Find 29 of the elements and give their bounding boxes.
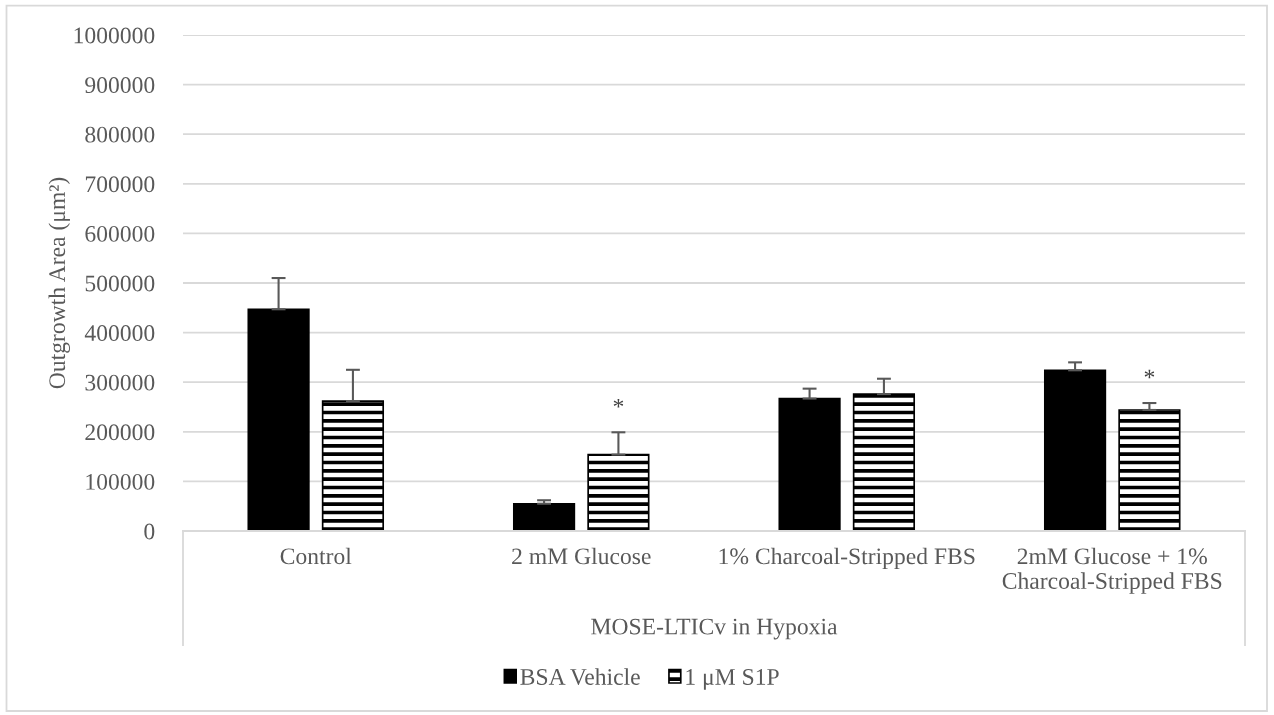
bar	[512, 502, 576, 531]
y-tick-label: 600000	[85, 225, 155, 242]
y-tick-label: 400000	[84, 325, 155, 342]
y-tick-label: 300000	[85, 374, 155, 391]
x-axis-title: MOSE-LTICv in Hypoxia	[591, 618, 838, 640]
y-tick-label: 800000	[85, 126, 155, 143]
y-tick-label: 0	[144, 523, 155, 540]
bar	[1043, 369, 1107, 531]
data-label: *	[1144, 369, 1155, 379]
bar	[852, 393, 916, 531]
bar	[1118, 409, 1181, 531]
legend-label: BSA Vehicle	[520, 668, 640, 686]
y-tick-label: 700000	[85, 176, 155, 193]
data-label: *	[613, 398, 624, 408]
x-tick-label: 1% Charcoal-Stripped FBS	[719, 547, 975, 570]
bar	[247, 308, 310, 531]
x-tick-label: 2 mM Glucose	[512, 547, 651, 565]
y-tick-label: 500000	[85, 275, 155, 292]
x-tick-label: 2mM Glucose + 1% Charcoal-Stripped FBS	[1002, 547, 1222, 594]
y-tick-label: 900000	[85, 77, 155, 94]
y-tick-label: 200000	[85, 424, 155, 441]
bar	[587, 453, 650, 531]
y-axis-title: Outgrowth Area (μm²)	[48, 177, 70, 389]
y-tick-label: 1000000	[74, 27, 155, 44]
legend-label: 1 μM S1P	[686, 669, 779, 690]
y-tick-label: 100000	[86, 473, 155, 490]
bar	[778, 397, 841, 531]
bar	[321, 400, 385, 531]
x-tick-label: Control	[280, 547, 352, 565]
